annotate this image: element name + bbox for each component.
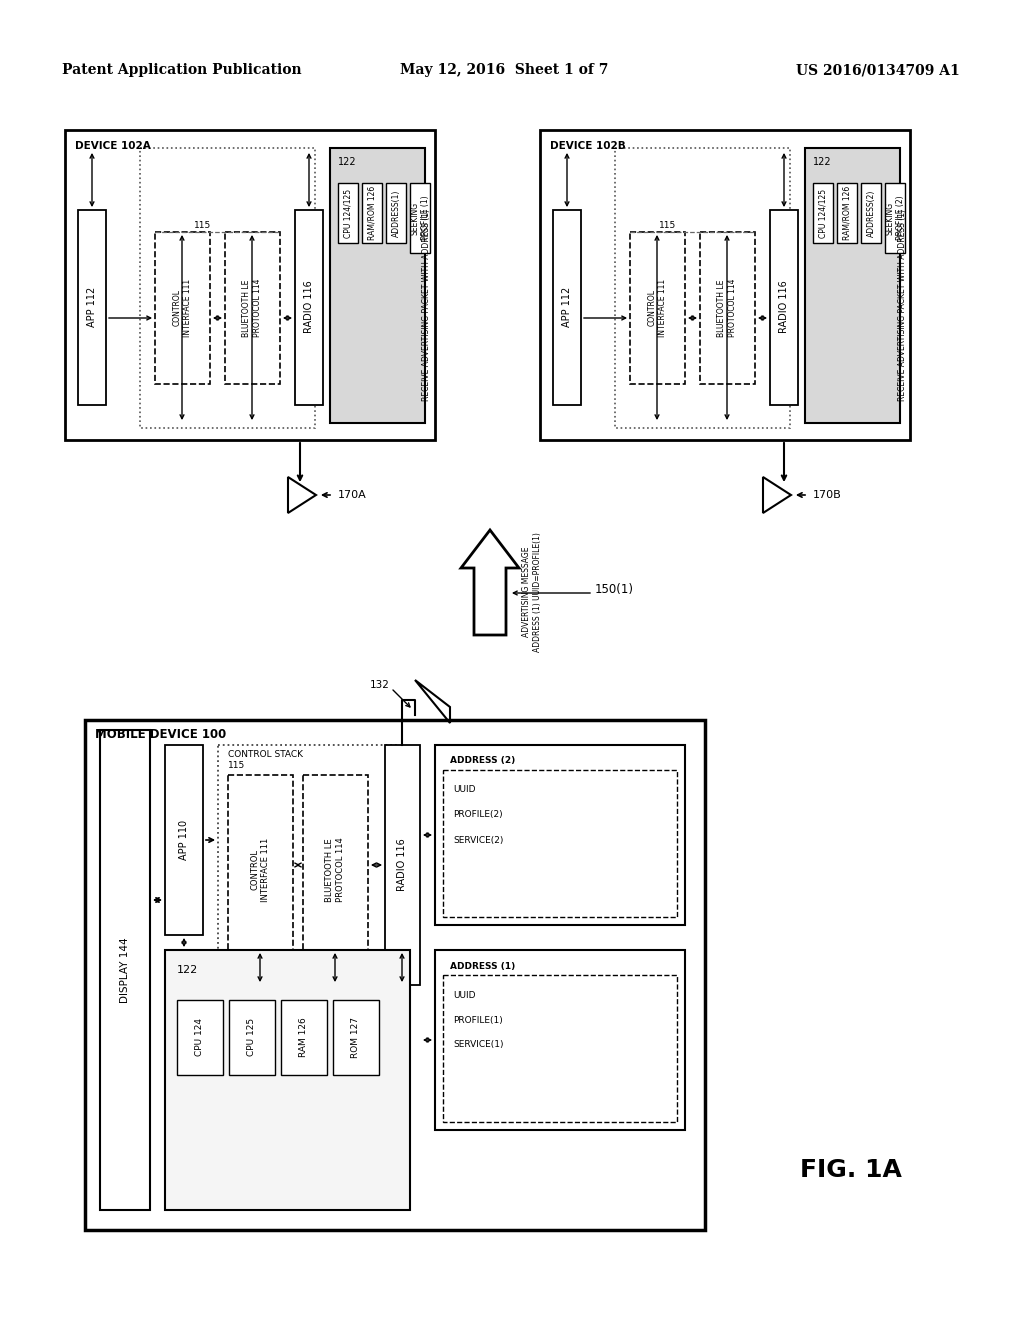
Polygon shape (461, 531, 519, 635)
Text: APP 112: APP 112 (562, 286, 572, 327)
Text: 115: 115 (659, 220, 676, 230)
Text: 122: 122 (177, 965, 199, 975)
Bar (155, 232, 210, 384)
Bar (85, 719, 705, 1230)
Text: ADDRESS (2): ADDRESS (2) (450, 756, 515, 766)
Text: ADDRESS(2): ADDRESS(2) (866, 189, 876, 236)
Text: APP 112: APP 112 (87, 286, 97, 327)
Bar (218, 744, 398, 985)
Text: SERVICE(1): SERVICE(1) (453, 1040, 504, 1049)
Bar (330, 148, 425, 422)
Bar (386, 183, 406, 243)
Text: PROFILE(2): PROFILE(2) (453, 810, 503, 820)
Bar (435, 744, 685, 925)
Text: DISPLAY 144: DISPLAY 144 (120, 937, 130, 1003)
Text: 122: 122 (813, 157, 831, 168)
Bar (700, 232, 755, 384)
Bar (333, 1001, 379, 1074)
Bar (303, 775, 368, 965)
Bar (225, 232, 280, 384)
Text: 150(1): 150(1) (595, 583, 634, 597)
Text: SERVICE(2): SERVICE(2) (453, 836, 504, 845)
Bar (165, 950, 410, 1210)
Bar (410, 183, 430, 253)
Text: 170B: 170B (813, 490, 842, 500)
Text: CPU 124/125: CPU 124/125 (343, 189, 352, 238)
Text: CPU 124/125: CPU 124/125 (818, 189, 827, 238)
Text: APP 110: APP 110 (179, 820, 189, 861)
Bar (615, 148, 790, 428)
Bar (553, 210, 581, 405)
Text: CONTROL
INTERFACE 111: CONTROL INTERFACE 111 (647, 279, 667, 337)
Text: 170A: 170A (338, 490, 367, 500)
Bar (338, 183, 358, 243)
Bar (837, 183, 857, 243)
Text: BLUETOOTH LE
PROTOCOL 114: BLUETOOTH LE PROTOCOL 114 (326, 838, 345, 903)
Text: CPU 125: CPU 125 (248, 1018, 256, 1056)
Text: May 12, 2016  Sheet 1 of 7: May 12, 2016 Sheet 1 of 7 (400, 63, 608, 77)
Text: DEVICE 102A: DEVICE 102A (75, 141, 151, 150)
Text: UUID: UUID (453, 990, 475, 999)
Bar (362, 183, 382, 243)
Text: UUID: UUID (453, 785, 475, 795)
Bar (140, 148, 315, 428)
Bar (813, 183, 833, 243)
Bar (443, 770, 677, 917)
Text: BLUETOOTH LE
PROTOCOL 114: BLUETOOTH LE PROTOCOL 114 (243, 279, 262, 337)
Text: DEVICE 102B: DEVICE 102B (550, 141, 626, 150)
Bar (885, 183, 905, 253)
Text: CONTROL STACK
115: CONTROL STACK 115 (228, 750, 303, 770)
Text: SEEKING
PROFILE (2): SEEKING PROFILE (2) (886, 195, 904, 240)
Text: CONTROL
INTERFACE 111: CONTROL INTERFACE 111 (172, 279, 191, 337)
Text: ADDRESS(1): ADDRESS(1) (391, 189, 400, 236)
Text: BLUETOOTH LE
PROTOCOL 114: BLUETOOTH LE PROTOCOL 114 (717, 279, 736, 337)
Bar (228, 775, 293, 965)
Bar (435, 950, 685, 1130)
Text: CPU 124: CPU 124 (196, 1018, 205, 1056)
Text: RADIO 116: RADIO 116 (779, 281, 790, 334)
Bar (281, 1001, 327, 1074)
Bar (165, 744, 203, 935)
Text: 115: 115 (194, 220, 211, 230)
Bar (861, 183, 881, 243)
Bar (295, 210, 323, 405)
Bar (229, 1001, 275, 1074)
Bar (540, 129, 910, 440)
Text: ROM 127: ROM 127 (351, 1016, 360, 1057)
Text: MOBILE DEVICE 100: MOBILE DEVICE 100 (95, 729, 226, 742)
Text: CONTROL
INTERFACE 111: CONTROL INTERFACE 111 (250, 838, 269, 902)
Text: FIG. 1A: FIG. 1A (800, 1158, 902, 1181)
Text: RECEIVE ADVERTISING PACKET WITH ADDRESS (1): RECEIVE ADVERTISING PACKET WITH ADDRESS … (897, 209, 906, 401)
Text: US 2016/0134709 A1: US 2016/0134709 A1 (797, 63, 961, 77)
Text: RADIO 116: RADIO 116 (304, 281, 314, 334)
Bar (443, 975, 677, 1122)
Text: RAM/ROM 126: RAM/ROM 126 (843, 186, 852, 240)
Bar (65, 129, 435, 440)
Text: PROFILE(1): PROFILE(1) (453, 1015, 503, 1024)
Bar (78, 210, 106, 405)
Text: RAM 126: RAM 126 (299, 1018, 308, 1057)
Text: ADDRESS (1): ADDRESS (1) (450, 961, 515, 970)
Bar (805, 148, 900, 422)
Text: 132: 132 (370, 680, 390, 690)
Bar (630, 232, 685, 384)
Bar (385, 744, 420, 985)
Text: RADIO 116: RADIO 116 (397, 838, 407, 891)
Text: SEEKING
PROFILE (1): SEEKING PROFILE (1) (411, 195, 430, 240)
Text: Patent Application Publication: Patent Application Publication (62, 63, 302, 77)
Bar (100, 730, 150, 1210)
Bar (770, 210, 798, 405)
Text: RECEIVE ADVERTISING PACKET WITH ADDRESS (1): RECEIVE ADVERTISING PACKET WITH ADDRESS … (423, 209, 431, 401)
Text: ADVERTISING MESSAGE
ADDRESS (1) UUID=PROFILE(1): ADVERTISING MESSAGE ADDRESS (1) UUID=PRO… (522, 532, 542, 652)
Bar (177, 1001, 223, 1074)
Text: 122: 122 (338, 157, 356, 168)
Text: RAM/ROM 126: RAM/ROM 126 (368, 186, 377, 240)
